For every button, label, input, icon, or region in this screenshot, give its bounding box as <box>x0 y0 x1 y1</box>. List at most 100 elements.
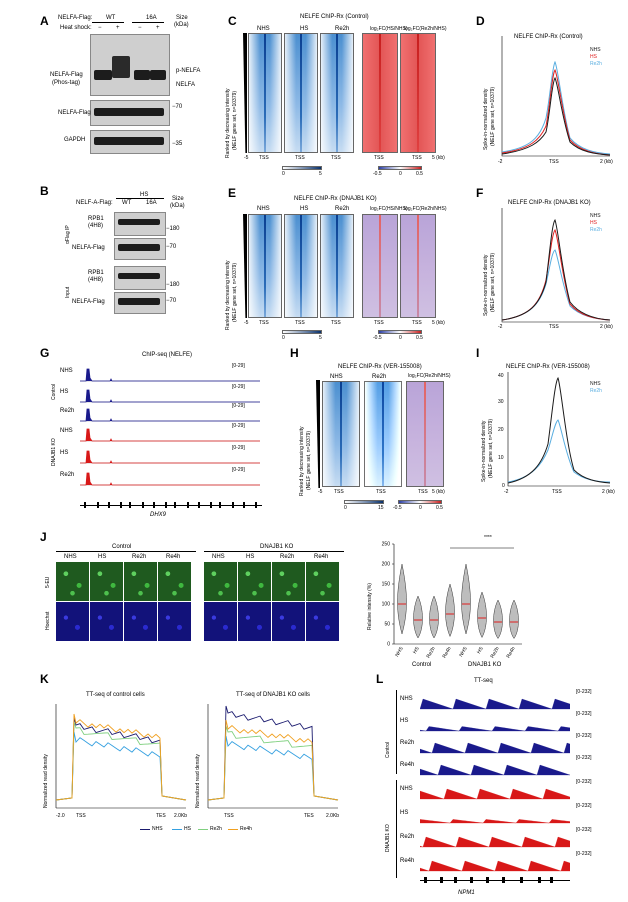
j-5eu-micrograph <box>90 562 123 601</box>
g-track-signal <box>80 408 260 422</box>
panel-label-e: E <box>228 186 237 200</box>
j-group-control: Control <box>112 544 132 550</box>
f-xtick-1: -2 <box>498 324 503 330</box>
k-legend-re2h: Re2h <box>210 826 222 832</box>
l-track-label: HS <box>400 718 409 724</box>
c-cb1-min: 0 <box>282 171 285 177</box>
h-ylabel: Ranked by decreasing intensity <box>299 426 305 497</box>
i-ytick-40: 40 <box>498 373 504 379</box>
j-ytick: 150 <box>382 582 391 588</box>
c-cb1-max: 5 <box>319 171 322 177</box>
j-cond-label: Re2h <box>132 554 147 560</box>
g-track <box>80 408 260 422</box>
g-track-range: [0-29] <box>232 467 245 473</box>
c-ylabel: Ranked by decreasing intensity <box>225 88 231 159</box>
i-line-nhs <box>507 376 611 484</box>
b-wt-label: WT <box>122 200 132 206</box>
a-size-label: Size <box>176 15 188 21</box>
l-track-signal <box>420 764 570 776</box>
l-group-ko: DNAJB1 KO <box>385 824 391 852</box>
j-5eu-micrograph <box>158 562 191 601</box>
l-gene-name: NPM1 <box>458 890 475 896</box>
i-legend-nhs: NHS <box>590 381 601 387</box>
d-legend-re2h: Re2h <box>590 61 602 67</box>
g-group-control: Control <box>51 383 57 400</box>
k2-xtick-4: 2.0Kb <box>326 813 340 819</box>
j-cond-label: Re2h <box>280 554 295 560</box>
i-ytick-0: 0 <box>502 483 505 489</box>
panel-f-plot <box>501 208 611 323</box>
d-line-hs <box>501 69 611 156</box>
f-legend-re2h: Re2h <box>590 227 602 233</box>
panel-label-i: I <box>476 346 480 360</box>
panel-label-f: F <box>476 186 484 200</box>
c-x-kb: 5 (kb) <box>432 155 445 161</box>
panel-label-k: K <box>40 672 49 686</box>
d-ylabel: Spike-in-normalized density <box>483 88 489 150</box>
b-nelf-label: NELFA-Flag <box>72 245 105 251</box>
d-xtick-2: TSS <box>549 159 559 165</box>
j-xtick: Re4h <box>442 646 453 660</box>
e-ysub: (NELF gene set, n=10379) <box>232 262 238 322</box>
d-ysub: (NELF gene set, n=10379) <box>490 86 496 146</box>
g-track <box>80 389 260 403</box>
l-group-control: Control <box>385 741 391 758</box>
l-track-signal <box>420 860 570 872</box>
j-xtick: NHS <box>394 645 405 658</box>
j-hoechst-micrograph <box>56 602 89 641</box>
l-gene-model <box>420 880 570 881</box>
k-title1: TT-seq of control cells <box>86 692 145 698</box>
e-x-kb: 5 (kb) <box>432 320 445 326</box>
l-track-range: [0-232] <box>576 851 592 857</box>
i-xtick-1: -2 <box>504 489 509 495</box>
i-ytick-30: 30 <box>498 399 504 405</box>
k1-xtick-3: TES <box>156 813 166 819</box>
g-track-signal <box>80 450 260 464</box>
e-cb1-min: 0 <box>282 335 285 341</box>
g-track <box>80 472 260 486</box>
l-track-range: [0-232] <box>576 803 592 809</box>
j-ytick: 200 <box>382 562 391 568</box>
panel-label-h: H <box>290 346 299 360</box>
d-xtick-3: 2 (kb) <box>600 159 613 165</box>
j-5eu-micrograph <box>204 562 237 601</box>
c-x-tss-3: TSS <box>331 155 341 161</box>
j-hoechst-micrograph <box>204 602 237 641</box>
g-gene-model <box>80 505 262 506</box>
a-plus-2: + <box>156 25 160 31</box>
j-sig: **** <box>484 535 492 541</box>
b-70-marker: −70 <box>166 244 177 250</box>
j-cond-label: Re4h <box>166 554 181 560</box>
d-line-nhs <box>501 77 611 156</box>
b-kda-label: (kDa) <box>170 203 185 209</box>
b-180-marker: −180 <box>166 226 180 232</box>
j-hoechst-micrograph <box>90 602 123 641</box>
c-x-tss-5: TSS <box>412 155 422 161</box>
e-x-tss-5: TSS <box>412 320 422 326</box>
k2-xtick-2: TSS <box>224 813 234 819</box>
j-5eu-micrograph <box>56 562 89 601</box>
f-ylabel: Spike-in-normalized density <box>483 254 489 316</box>
k-plot-ko <box>207 704 339 809</box>
a-phostag-blot <box>90 34 170 96</box>
k1-xtick-2: TSS <box>76 813 86 819</box>
c-cb2-mid: 0 <box>399 171 402 177</box>
f-line-nhs <box>501 218 611 321</box>
j-hoechst-micrograph <box>124 602 157 641</box>
k-ylabel1: Normalized read density <box>43 754 49 808</box>
j-group-ko: DNAJB1 KO <box>260 544 294 550</box>
c-cb2-min: -0.5 <box>373 171 382 177</box>
d-legend-nhs: NHS <box>590 47 601 53</box>
j-ylabel: Relative intensity (%) <box>367 583 373 630</box>
a-70-marker: −70 <box>172 104 183 110</box>
k-plot-control <box>55 704 187 809</box>
l-track <box>420 764 570 776</box>
j-xtick: HS <box>412 645 421 655</box>
f-title: NELFE ChIP-Rx (DNAJB1 KO) <box>508 200 591 206</box>
i-legend-re2h: Re2h <box>590 388 602 394</box>
f-legend-hs: HS <box>590 220 597 226</box>
j-cond-label: Re4h <box>314 554 329 560</box>
j-violin <box>461 563 471 635</box>
f-line-hs <box>501 229 611 321</box>
c-heatmap-re2h <box>320 33 354 153</box>
